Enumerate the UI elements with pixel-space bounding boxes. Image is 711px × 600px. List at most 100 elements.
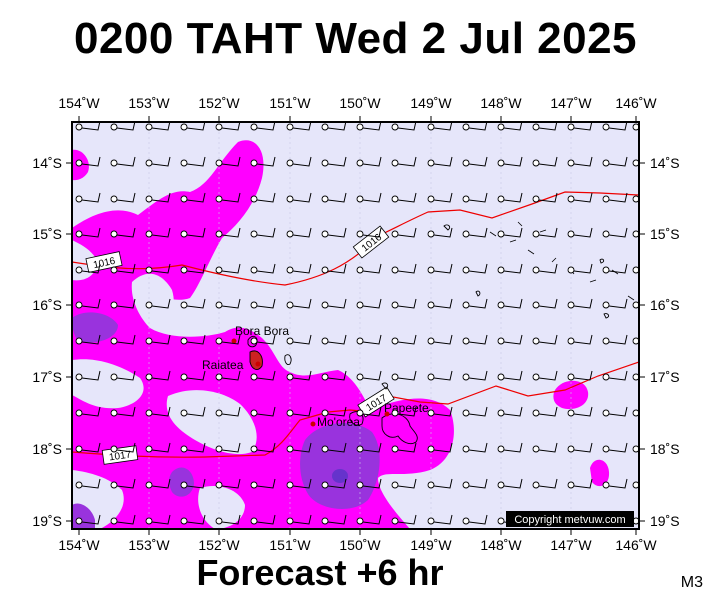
wind-barb: [632, 337, 639, 345]
lat-label-right: 14˚S: [650, 155, 680, 171]
wind-barb: [632, 481, 639, 489]
wind-barb: [497, 478, 523, 489]
wind-barb: [532, 122, 558, 131]
lat-label-right: 16˚S: [650, 297, 680, 313]
wind-barb: [75, 406, 101, 417]
wind-barb: [215, 156, 241, 167]
huahine-island: [284, 354, 292, 365]
wind-barb: [145, 298, 171, 309]
wind-barb: [75, 192, 101, 203]
wind-barb: [250, 370, 276, 381]
wind-barb: [286, 370, 312, 381]
wind-barb: [75, 122, 101, 131]
wind-barb: [321, 478, 347, 489]
wind-barb: [462, 514, 488, 525]
lon-label-bottom: 149˚W: [410, 537, 452, 553]
lon-label-top: 154˚W: [58, 95, 100, 111]
lon-label-top: 153˚W: [128, 95, 170, 111]
wind-barb: [75, 514, 101, 525]
wind-barb: [602, 478, 628, 489]
wind-barb: [215, 370, 241, 381]
place-label-moorea: Mo'orea: [317, 415, 360, 429]
wind-barb: [356, 263, 382, 274]
wind-barbs: [75, 122, 639, 525]
wind-barb: [286, 478, 312, 489]
wind-barb: [462, 298, 488, 309]
wind-barb: [356, 370, 382, 381]
wind-barb: [632, 159, 639, 167]
wind-barb: [356, 227, 382, 238]
tuamotu-atoll: [599, 258, 605, 264]
wind-barb: [215, 298, 241, 309]
wind-barb: [602, 334, 628, 345]
wind-barb: [180, 122, 206, 131]
wind-barb: [110, 298, 136, 309]
wind-barb: [391, 263, 417, 274]
wind-barb: [497, 406, 523, 417]
wind-barb: [75, 442, 101, 453]
wind-barb: [321, 227, 347, 238]
wind-barb: [250, 122, 276, 131]
wind-barb: [180, 263, 206, 274]
wind-barb: [602, 406, 628, 417]
wind-barb: [427, 263, 453, 274]
wind-barb: [567, 442, 593, 453]
wind-barb: [497, 227, 523, 238]
lon-label-top: 152˚W: [198, 95, 240, 111]
wind-barb: [321, 514, 347, 525]
axis-ticks: [66, 116, 645, 535]
lon-label-bottom: 150˚W: [339, 537, 381, 553]
wind-barb: [532, 227, 558, 238]
bora-bora-marker: [231, 338, 237, 344]
wind-barb: [250, 334, 276, 345]
wind-barb: [462, 192, 488, 203]
model-tag: M3: [680, 574, 703, 591]
wind-barb: [145, 406, 171, 417]
wind-barb: [145, 370, 171, 381]
wind-barb: [286, 122, 312, 131]
wind-barb: [250, 192, 276, 203]
wind-barb: [145, 263, 171, 274]
tuamotu-atoll: [475, 290, 481, 297]
wind-barb: [180, 478, 206, 489]
lon-label-top: 151˚W: [269, 95, 311, 111]
wind-barb: [145, 122, 171, 131]
wind-barb: [532, 442, 558, 453]
wind-barb: [602, 156, 628, 167]
lat-label-left: 15˚S: [32, 226, 62, 242]
wind-barb: [180, 514, 206, 525]
wind-barb: [356, 156, 382, 167]
wind-barb: [602, 370, 628, 381]
wind-barb: [286, 442, 312, 453]
wind-barb: [356, 478, 382, 489]
wind-barb: [567, 263, 593, 274]
wind-barb: [632, 445, 639, 453]
wind-barb: [321, 334, 347, 345]
wind-barb: [632, 301, 639, 309]
wind-barb: [427, 478, 453, 489]
wind-barb: [391, 442, 417, 453]
tahiti-island: [381, 413, 418, 445]
lon-label-top: 147˚W: [550, 95, 592, 111]
wind-barb: [145, 478, 171, 489]
wind-barb: [391, 514, 417, 525]
wind-barb: [497, 334, 523, 345]
wind-barb: [602, 263, 628, 274]
wind-barb: [462, 406, 488, 417]
wind-barb: [250, 406, 276, 417]
wind-barb: [180, 192, 206, 203]
wind-barb: [632, 230, 639, 238]
place-markers: [231, 338, 390, 427]
wind-barb: [462, 122, 488, 131]
wind-barb: [75, 227, 101, 238]
wind-barb: [391, 227, 417, 238]
wind-barb: [602, 192, 628, 203]
wind-barb: [462, 442, 488, 453]
wind-barb: [356, 192, 382, 203]
wind-barb: [110, 406, 136, 417]
wind-barb: [250, 514, 276, 525]
wind-barb: [567, 156, 593, 167]
lon-label-bottom: 151˚W: [269, 537, 311, 553]
lat-label-left: 14˚S: [32, 155, 62, 171]
